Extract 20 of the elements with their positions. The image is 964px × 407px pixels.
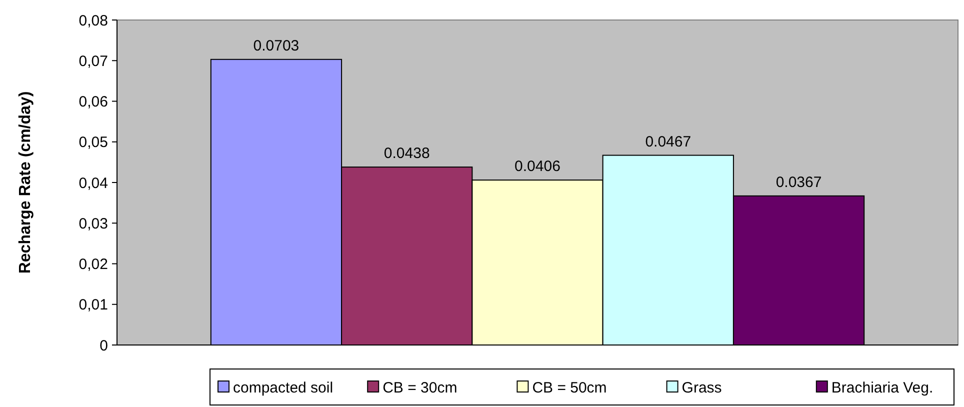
data-label: 0.0438 bbox=[384, 145, 430, 162]
data-label: 0.0703 bbox=[253, 37, 300, 54]
legend-label: compacted soil bbox=[233, 379, 334, 396]
legend-label: CB = 30cm bbox=[382, 379, 458, 396]
data-label: 0.0406 bbox=[514, 158, 560, 176]
y-axis-title: Recharge Rate (cm/day) bbox=[17, 91, 34, 274]
legend-label: Brachiaria Veg. bbox=[831, 379, 934, 396]
y-tick-label: 0,01 bbox=[78, 296, 108, 314]
legend-label: Grass bbox=[682, 379, 722, 396]
y-tick-label: 0,03 bbox=[78, 215, 108, 232]
legend-label: CB = 50cm bbox=[532, 379, 607, 396]
y-tick-label: 0,05 bbox=[78, 134, 108, 152]
data-label: 0.0467 bbox=[645, 133, 692, 150]
data-label: 0.0367 bbox=[776, 174, 822, 191]
y-tick-label: 0,07 bbox=[78, 52, 108, 70]
y-tick-label: 0,02 bbox=[78, 256, 108, 273]
y-tick-label: 0 bbox=[100, 337, 108, 354]
y-tick-label: 0,04 bbox=[78, 174, 108, 192]
y-tick-label: 0,08 bbox=[78, 12, 108, 30]
y-tick-label: 0,06 bbox=[78, 94, 108, 110]
